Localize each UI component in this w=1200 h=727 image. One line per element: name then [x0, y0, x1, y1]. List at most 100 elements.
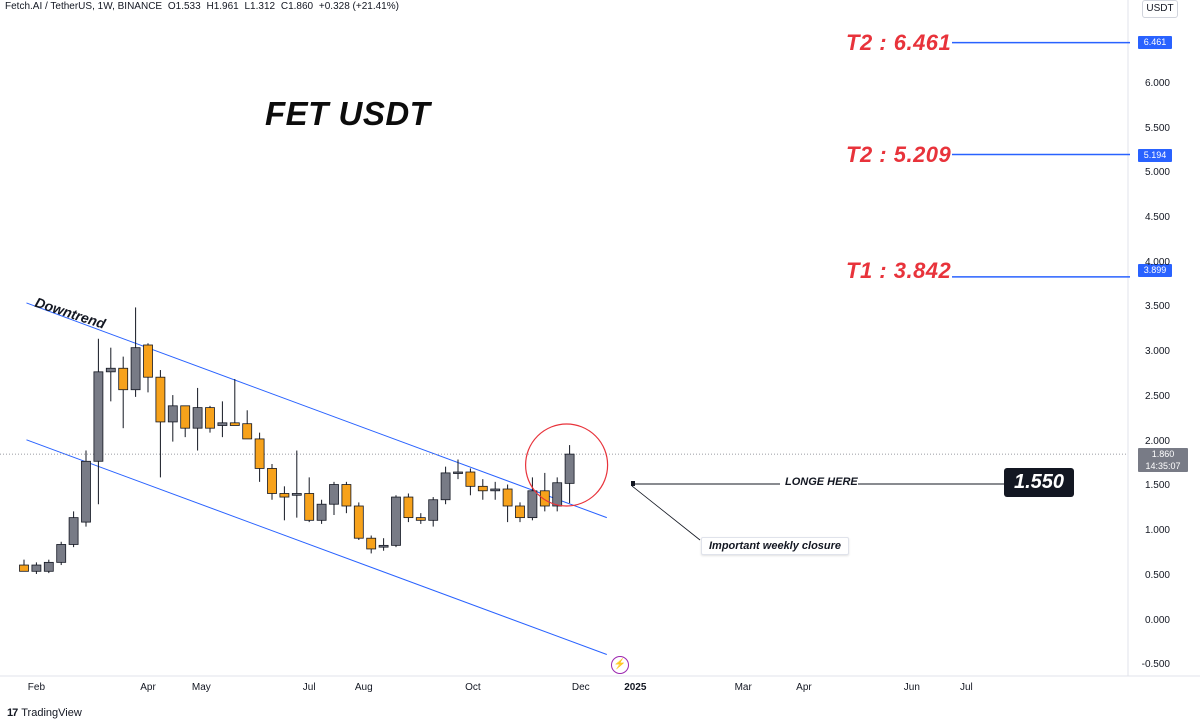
candle-body[interactable]	[378, 544, 389, 548]
candle-body[interactable]	[267, 468, 277, 494]
x-tick-label: Apr	[140, 682, 156, 693]
y-tick-label: 5.000	[1144, 167, 1170, 179]
currency-button[interactable]: USDT	[1142, 0, 1178, 18]
ohlc-high: H1.961	[206, 1, 239, 12]
candle-body[interactable]	[341, 484, 352, 507]
channel-line-lower[interactable]	[26, 439, 607, 655]
candle-body[interactable]	[329, 484, 339, 505]
y-tick-label: 5.500	[1144, 122, 1170, 134]
target-label-3: T1 : 3.842	[846, 258, 952, 283]
target-price-tag-3: 3.899	[1138, 264, 1172, 277]
ohlc-change: +0.328 (+21.41%)	[318, 1, 399, 12]
candle-body[interactable]	[68, 517, 79, 545]
y-tick-label: 2.500	[1144, 390, 1170, 402]
y-tick-label: 4.000	[1144, 256, 1170, 268]
candle-body[interactable]	[316, 503, 327, 521]
candle-body[interactable]	[43, 561, 54, 572]
highlight-circle	[524, 423, 609, 507]
candle-body[interactable]	[242, 423, 253, 440]
x-tick-label: Aug	[354, 682, 373, 693]
candle-body[interactable]	[515, 505, 525, 519]
candle-body[interactable]	[304, 493, 315, 521]
tradingview-brand[interactable]: 17 TradingView	[7, 707, 82, 719]
x-tick-label: Feb	[27, 682, 46, 693]
candle-body[interactable]	[180, 405, 191, 429]
target-label-2: T2 : 5.209	[846, 142, 952, 167]
candle-body[interactable]	[279, 493, 290, 498]
candle-body[interactable]	[105, 367, 116, 373]
longe-anchor	[631, 481, 635, 486]
lightning-icon[interactable]: ⚡	[611, 656, 629, 674]
candle-body[interactable]	[217, 422, 228, 426]
candle-body[interactable]	[19, 564, 29, 572]
candle-body[interactable]	[81, 460, 91, 523]
entry-price-box: 1.550	[1004, 468, 1074, 497]
target-price-tag-1: 6.461	[1138, 36, 1172, 49]
candle-body[interactable]	[490, 488, 501, 492]
candle-body[interactable]	[118, 367, 129, 391]
candle-body[interactable]	[415, 517, 426, 521]
y-tick-label: 0.000	[1144, 614, 1170, 626]
candle-body[interactable]	[477, 485, 488, 492]
y-tick-label: 1.000	[1144, 525, 1170, 537]
candle-body[interactable]	[291, 493, 302, 496]
candle-body[interactable]	[192, 407, 203, 429]
callout-pointer	[631, 485, 701, 541]
x-tick-label: Dec	[571, 682, 590, 693]
y-tick-label: 3.000	[1144, 346, 1170, 358]
weekly-closure-callout: Important weekly closure	[701, 537, 850, 555]
candle-body[interactable]	[167, 405, 178, 423]
candle-body[interactable]	[229, 422, 240, 426]
x-tick-label: Oct	[465, 682, 481, 693]
candle-body[interactable]	[453, 471, 463, 474]
candle-body[interactable]	[205, 407, 215, 429]
candle-body[interactable]	[353, 505, 364, 539]
candle-body[interactable]	[527, 490, 538, 519]
candle-body[interactable]	[155, 376, 166, 423]
target-label-1: T2 : 6.461	[846, 30, 952, 55]
symbol-header: Fetch.AI / TetherUS, 1W, BINANCE O1.533 …	[5, 1, 402, 12]
channel-line-upper[interactable]	[26, 302, 607, 519]
x-tick-label: 2025	[624, 682, 647, 693]
y-tick-label: 1.500	[1144, 480, 1170, 492]
x-tick-label: May	[191, 682, 211, 693]
y-tick-label: 0.500	[1144, 569, 1170, 581]
chart-title: FET USDT	[265, 95, 431, 132]
last-price-tag: 1.860 14:35:07	[1138, 448, 1188, 472]
candle-body[interactable]	[254, 438, 265, 469]
last-price-value: 1.860	[1151, 449, 1175, 459]
candle-body[interactable]	[366, 537, 377, 550]
candle-body[interactable]	[93, 371, 104, 462]
longe-here-label: LONGE HERE	[785, 476, 858, 488]
target-price-tag-2: 5.194	[1138, 149, 1172, 162]
candle-body[interactable]	[564, 453, 575, 484]
candle-body[interactable]	[502, 488, 513, 507]
candle-body[interactable]	[428, 499, 439, 521]
tradingview-logo-icon: 17	[7, 707, 18, 719]
candle-body[interactable]	[552, 482, 563, 507]
y-tick-label: 6.000	[1144, 77, 1170, 89]
x-tick-label: Jun	[903, 682, 920, 693]
candle-body[interactable]	[130, 347, 141, 391]
y-tick-label: -0.500	[1141, 659, 1170, 671]
candle-body[interactable]	[403, 496, 414, 519]
bar-countdown: 14:35:07	[1145, 461, 1181, 471]
candle-body[interactable]	[465, 471, 476, 487]
brand-name: TradingView	[21, 707, 82, 719]
candle-body[interactable]	[31, 564, 42, 572]
symbol-name: Fetch.AI / TetherUS, 1W, BINANCE	[5, 1, 163, 12]
y-tick-label: 2.000	[1144, 435, 1170, 447]
ohlc-low: L1.312	[244, 1, 276, 12]
x-tick-label: Apr	[796, 682, 812, 693]
x-tick-label: Jul	[959, 682, 973, 693]
candle-body[interactable]	[539, 490, 550, 507]
ohlc-close: C1.860	[280, 1, 314, 12]
candle-body[interactable]	[143, 344, 153, 378]
candle-body[interactable]	[391, 496, 401, 546]
candle-body[interactable]	[56, 544, 67, 563]
x-tick-label: Mar	[734, 682, 752, 693]
candle-body[interactable]	[440, 472, 451, 501]
y-tick-label: 4.500	[1144, 211, 1170, 223]
